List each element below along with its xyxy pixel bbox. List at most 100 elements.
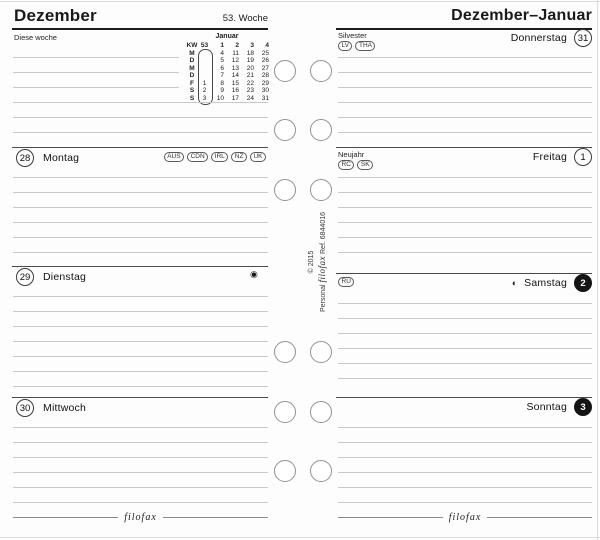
cal-day-letter: D bbox=[189, 57, 195, 64]
footer-rule bbox=[338, 517, 443, 518]
cal-row: M 4 11 18 25 bbox=[186, 50, 271, 58]
day-number-circle: 2 bbox=[574, 274, 592, 292]
day-header-montag: 28 Montag bbox=[16, 149, 79, 167]
country-badge: RC bbox=[338, 160, 355, 170]
cal-cell: 25 bbox=[261, 49, 269, 57]
ruled-lines bbox=[338, 427, 592, 503]
punch-hole bbox=[310, 460, 332, 482]
cal-cell: 17 bbox=[231, 94, 239, 102]
holiday-label: Silvester bbox=[338, 31, 367, 40]
cal-day-letter: D bbox=[189, 72, 195, 79]
punch-hole bbox=[310, 401, 332, 423]
cal-cell: 19 bbox=[246, 57, 254, 64]
cal-cell: 6 bbox=[220, 64, 224, 72]
day-name: Freitag bbox=[532, 151, 567, 163]
day-header-mittwoch: 30 Mittwoch bbox=[16, 399, 87, 417]
cal-cell: 10 bbox=[216, 94, 224, 102]
punch-hole bbox=[310, 341, 332, 363]
cal-row: M 6 13 20 27 bbox=[186, 65, 271, 73]
ruled-lines bbox=[13, 177, 268, 253]
cal-cell: 24 bbox=[246, 94, 254, 102]
cal-day-letter: F bbox=[190, 79, 194, 87]
country-badge: LV bbox=[338, 41, 353, 51]
day-number-circle: 30 bbox=[16, 399, 34, 417]
cal-cell: 9 bbox=[220, 87, 224, 94]
moon-phase-icon: ◐ bbox=[511, 278, 518, 288]
day-number-circle: 28 bbox=[16, 149, 34, 167]
header-rule-right bbox=[336, 28, 592, 30]
cal-row: D 7 14 21 28 bbox=[186, 72, 271, 80]
ref-number: Ref. 6844016 bbox=[319, 211, 327, 254]
cal-cell: 26 bbox=[261, 57, 269, 64]
country-badge: SK bbox=[357, 160, 374, 170]
day-number-circle: 31 bbox=[574, 29, 592, 47]
punch-hole bbox=[310, 119, 332, 141]
day-name: Dienstag bbox=[43, 271, 87, 283]
punch-hole bbox=[274, 119, 296, 141]
page-edge-top bbox=[0, 1, 600, 2]
holiday-label: Neujahr bbox=[338, 150, 365, 159]
punch-hole bbox=[310, 179, 332, 201]
cal-cell: 2 bbox=[202, 87, 207, 94]
cal-cell: 8 bbox=[220, 79, 224, 87]
ruled-lines bbox=[13, 296, 268, 387]
header-rule-left bbox=[12, 28, 268, 30]
day-name: Donnerstag bbox=[510, 32, 567, 44]
product-name: Personal bbox=[319, 284, 327, 313]
footer-rule bbox=[13, 517, 119, 518]
copyright-text: © 2015 bbox=[307, 250, 315, 274]
punch-hole bbox=[274, 179, 296, 201]
country-badge: CDN bbox=[187, 152, 209, 162]
cal-cell: 20 bbox=[246, 64, 254, 72]
section-rule bbox=[336, 273, 592, 274]
page-edge-bottom bbox=[0, 537, 600, 538]
punch-hole bbox=[274, 460, 296, 482]
cal-header-cell: 2 bbox=[235, 42, 239, 49]
ruled-lines bbox=[338, 177, 592, 253]
cal-cell: 18 bbox=[246, 49, 254, 57]
section-rule bbox=[336, 397, 592, 398]
mini-calendar-title: Januar bbox=[215, 33, 239, 40]
day-name: Mittwoch bbox=[43, 402, 87, 414]
section-rule bbox=[12, 397, 268, 398]
country-badge: IRL bbox=[211, 152, 229, 162]
cal-cell: 16 bbox=[231, 87, 239, 94]
cal-cell: 29 bbox=[261, 79, 269, 87]
mini-calendar: KW 53 1 2 3 4 M 4 11 18 25 D 5 12 19 bbox=[186, 42, 271, 102]
filofax-logo: filofax bbox=[124, 512, 157, 523]
cal-day-letter: M bbox=[189, 64, 195, 72]
ruled-lines bbox=[338, 57, 592, 133]
cal-cell: 7 bbox=[220, 72, 224, 79]
cal-header-cell: 53 bbox=[200, 42, 209, 49]
day-name: Samstag bbox=[524, 277, 567, 289]
cal-day-letter: S bbox=[189, 87, 195, 94]
country-badge: THA bbox=[355, 41, 376, 51]
brand-logo: filofax bbox=[316, 255, 327, 283]
ruled-lines bbox=[13, 102, 268, 133]
cal-day-letter: M bbox=[189, 49, 195, 57]
cal-header-row: KW 53 1 2 3 4 bbox=[186, 42, 271, 50]
cal-cell: 1 bbox=[202, 79, 207, 87]
cal-cell: 21 bbox=[246, 72, 254, 79]
page-edge-right bbox=[597, 0, 598, 540]
cal-cell: 12 bbox=[231, 57, 239, 64]
ruled-lines bbox=[13, 57, 179, 88]
cal-cell: 22 bbox=[246, 79, 254, 87]
filofax-logo: filofax bbox=[448, 512, 482, 523]
day-header-dienstag: 29 Dienstag bbox=[16, 268, 87, 286]
country-badge: RU bbox=[338, 277, 355, 287]
day-header-sonntag: Sonntag 3 bbox=[420, 398, 592, 416]
spine-imprint: © 2015 Personal filofax Ref. 6844016 bbox=[306, 197, 328, 327]
country-badge: NZ bbox=[231, 152, 247, 162]
cal-header-cell: 1 bbox=[220, 42, 224, 49]
cal-cell: 13 bbox=[231, 64, 239, 72]
cal-cell: 14 bbox=[231, 72, 239, 79]
cal-day-letter: S bbox=[189, 94, 195, 102]
section-rule bbox=[12, 266, 268, 267]
cal-row: S 2 9 16 23 30 bbox=[186, 87, 271, 95]
product-imprint: Personal filofax Ref. 6844016 bbox=[317, 197, 329, 327]
cal-cell: 31 bbox=[261, 94, 269, 102]
moon-phase-icon: ◉ bbox=[250, 269, 258, 279]
cal-cell: 23 bbox=[246, 87, 254, 94]
footer-left: filofax bbox=[13, 512, 268, 523]
